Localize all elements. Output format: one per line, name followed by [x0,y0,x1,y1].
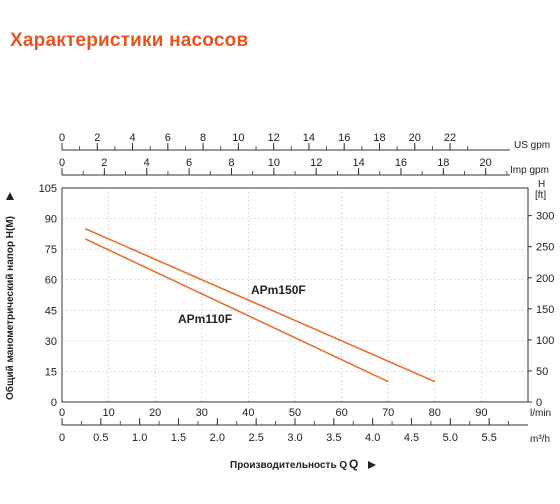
imp-gpm-tick-label: 20 [480,157,492,169]
imp-gpm-tick-label: 2 [101,157,107,169]
m3h-tick-label: 2.5 [249,432,264,444]
x-axis-title: Производительность Q [230,460,347,471]
y-tick-label: 105 [39,183,57,195]
ft-axis-title-h: H [538,179,545,190]
m3h-tick-label: 2.0 [210,432,225,444]
curve-apm110f [84,238,389,383]
m3h-tick-label: 4.0 [365,432,380,444]
us-gpm-tick-label: 16 [338,132,350,144]
ft-tick-label: 0 [536,397,542,409]
m3h-tick-label: 1.0 [132,432,147,444]
us-gpm-tick-label: 0 [59,132,65,144]
imp-gpm-tick-label: 14 [352,157,364,169]
imp-gpm-tick-label: 12 [310,157,322,169]
ft-tick-label: 300 [536,211,554,223]
x-axis-title-q: Q [349,457,358,471]
y-tick-label: 75 [45,244,57,256]
us-gpm-tick-label: 2 [94,132,100,144]
m3h-tick-label: 3.5 [326,432,341,444]
x-tick-label: 50 [289,407,301,419]
m3h-tick-label: 1.5 [171,432,186,444]
imp-gpm-tick-label: 8 [228,157,234,169]
curve-apm150f [84,228,436,383]
y-tick-label: 30 [45,336,57,348]
ft-tick-label: 150 [536,304,554,316]
y-tick-label: 90 [45,214,57,226]
x-tick-label: 30 [196,407,208,419]
series-label-apm110f: APm110F [178,312,232,326]
ft-tick-label: 250 [536,242,554,254]
us-gpm-tick-label: 12 [268,132,280,144]
grid [62,188,528,402]
y-tick-label: 60 [45,275,57,287]
us-gpm-unit-label: US gpm [514,140,550,151]
imp-gpm-tick-label: 0 [59,157,65,169]
x-tick-label: 0 [59,407,65,419]
imp-gpm-tick-label: 4 [144,157,150,169]
x-tick-label: 40 [242,407,254,419]
y-axis-meters: 0 15 30 45 60 75 90 105 [39,183,57,409]
page-title: Характеристики насосов [10,30,249,51]
m3h-tick-label: 3.0 [287,432,302,444]
x-tick-label: 20 [149,407,161,419]
imp-gpm-tick-label: 16 [395,157,407,169]
imp-gpm-axis: 0 2 4 6 8 10 12 14 16 18 20 [59,157,508,175]
x-tick-label: 90 [475,407,487,419]
x-tick-label: 80 [429,407,441,419]
y-axis-feet: 0 50 100 150 200 250 300 [528,211,554,409]
ft-axis-title-unit: [ft] [535,190,546,201]
us-gpm-tick-label: 20 [409,132,421,144]
m3h-tick-label: 5.0 [443,432,458,444]
y-tick-label: 0 [51,397,57,409]
ft-tick-label: 50 [536,366,548,378]
ft-tick-label: 100 [536,335,554,347]
x-tick-label: 60 [335,407,347,419]
y-tick-label: 45 [45,305,57,317]
x-axis-lmin: 0 10 20 30 40 50 60 70 80 90 [59,407,488,419]
m3h-tick-label: 0 [59,432,65,444]
x-tick-label: 70 [382,407,394,419]
m3h-unit-label: m³/h [530,434,550,445]
us-gpm-axis: 0 2 4 6 8 10 12 14 16 18 20 22 [59,132,469,150]
y-axis-title: Общий манометрический напор H(M) [4,216,16,400]
series-label-apm150f: APm150F [251,283,306,297]
imp-gpm-unit-label: Imp gpm [510,165,549,176]
us-gpm-tick-label: 10 [232,132,244,144]
y-axis-arrow-icon [6,192,14,200]
us-gpm-tick-label: 4 [129,132,135,144]
x-axis-arrow-icon [368,461,376,469]
lmin-unit-label: l/min [530,408,551,419]
us-gpm-tick-label: 6 [165,132,171,144]
imp-gpm-tick-label: 10 [268,157,280,169]
y-tick-label: 15 [45,366,57,378]
m3h-tick-label: 0.5 [93,432,108,444]
imp-gpm-tick-label: 18 [437,157,449,169]
us-gpm-tick-label: 18 [373,132,385,144]
curves: APm150F APm110F [84,228,436,383]
ft-tick-label: 200 [536,273,554,285]
m3h-axis: 0 0.5 1.0 1.5 2.0 2.5 3.0 3.5 4.0 4.5 5.0 5.5 [59,418,509,444]
imp-gpm-tick-label: 6 [186,157,192,169]
m3h-tick-label: 5.5 [482,432,497,444]
m3h-tick-label: 4.5 [404,432,419,444]
us-gpm-tick-label: 22 [444,132,456,144]
us-gpm-tick-label: 8 [200,132,206,144]
x-tick-label: 10 [102,407,114,419]
us-gpm-tick-label: 14 [303,132,315,144]
